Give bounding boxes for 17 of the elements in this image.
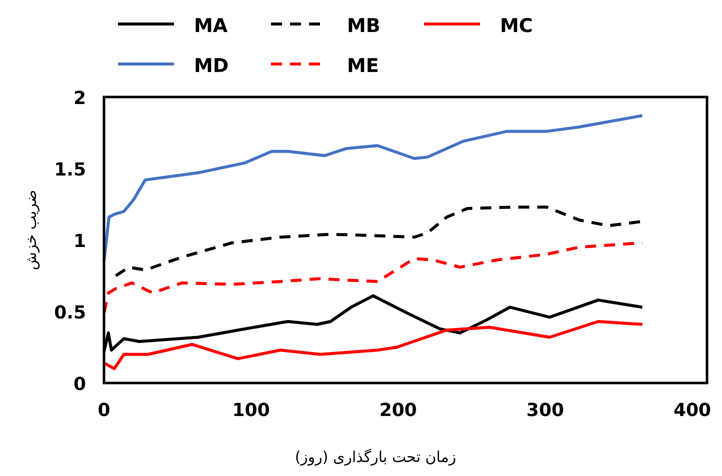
legend-label: ME: [347, 55, 379, 77]
x-tick-label: 200: [379, 400, 417, 421]
y-axis-title: ضریب خزش: [22, 190, 40, 270]
y-tick-label: 0: [73, 374, 86, 395]
y-tick-label: 2: [73, 88, 86, 109]
x-tick-label: 0: [98, 400, 110, 421]
y-tick-label: 0.5: [54, 302, 86, 324]
y-tick-label: 1: [73, 231, 86, 252]
x-axis-title: زمان تحت بارگذاری (روز): [294, 448, 456, 466]
legend-label: MA: [194, 15, 228, 37]
x-tick-label: 300: [526, 400, 564, 421]
x-tick-label: 400: [674, 400, 712, 421]
legend-label: MB: [347, 15, 380, 37]
legend-label: MD: [194, 55, 229, 77]
x-tick-label: 100: [232, 400, 270, 421]
y-tick-label: 1.5: [54, 160, 86, 180]
legend-label: MC: [500, 15, 533, 37]
